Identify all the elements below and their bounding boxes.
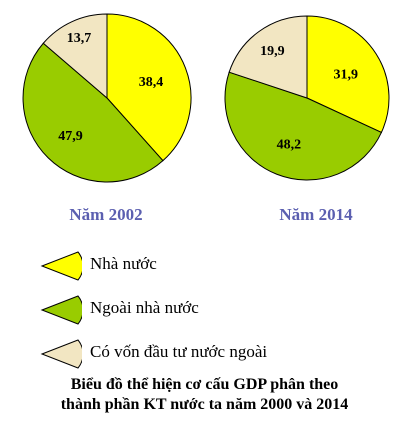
pie-2002-value-state: 38,4 (139, 75, 164, 90)
pie-2002-slice-non-state (22, 42, 164, 183)
legend-swatch-non-state (40, 295, 82, 325)
chart-title: Biểu đồ thể hiện cơ cấu GDP phân theo th… (0, 375, 409, 415)
chart-title-line-1: Biểu đồ thể hiện cơ cấu GDP phân theo (70, 376, 339, 393)
pie-charts: 38,4 47,9 13,7 31,9 48,2 19,9 (22, 13, 390, 183)
pie-2014-value-foreign: 19,9 (260, 44, 285, 59)
pie-2002-value-non-state: 47,9 (58, 129, 83, 144)
pie-2014-slice-state (306, 15, 390, 134)
pie-2002-slice-foreign (42, 13, 108, 100)
chart-title-line-2: thành phần KT nước ta năm 2000 và 2014 (60, 396, 349, 413)
legend-wedge-foreign (40, 339, 82, 369)
legend-label-non-state: Ngoài nhà nước (90, 298, 199, 317)
pie-2002-slice-state (106, 13, 192, 162)
legend-wedge-state (40, 251, 82, 281)
legend-label-foreign: Có vốn đầu tư nước ngoài (90, 342, 268, 361)
pie-2014-value-state: 31,9 (333, 67, 358, 82)
pie-2014-value-non-state: 48,2 (277, 138, 302, 153)
pie-2014-slice-foreign (228, 15, 308, 99)
legend-label-state: Nhà nước (90, 254, 157, 273)
legend-wedge-non-state (40, 295, 82, 325)
pie-2014-slice-non-state (224, 71, 383, 181)
pie-2002-value-foreign: 13,7 (67, 31, 92, 46)
pie-2014-label: Năm 2014 (279, 205, 353, 224)
pie-2002-label: Năm 2002 (69, 205, 143, 224)
legend-swatch-state (40, 251, 82, 281)
legend-swatch-foreign (40, 339, 82, 369)
